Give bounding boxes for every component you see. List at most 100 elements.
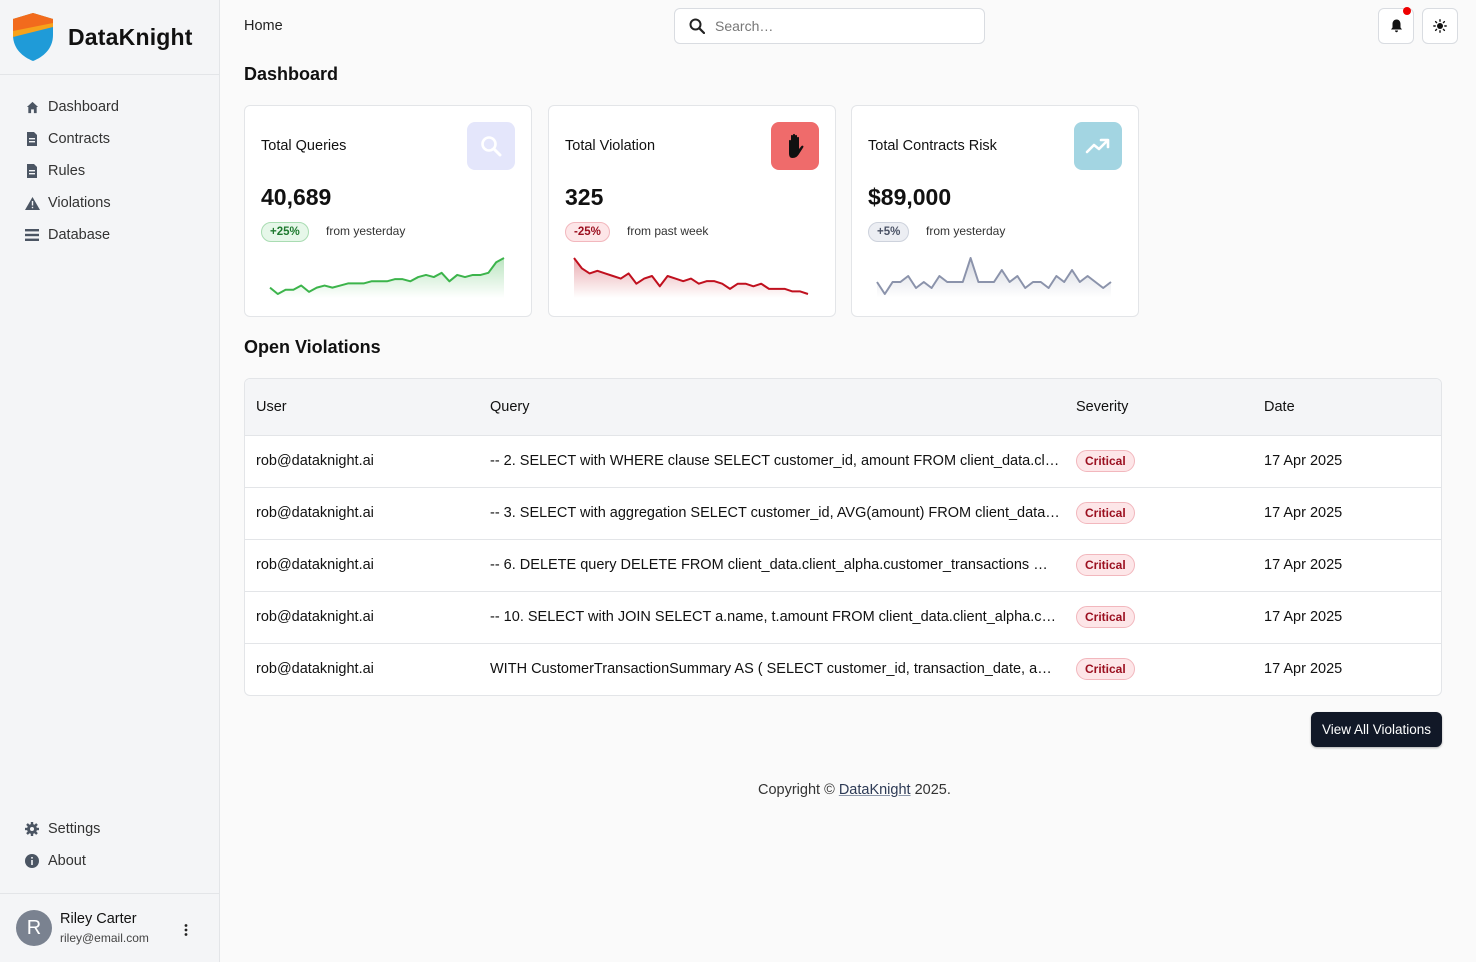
avatar[interactable]: R <box>16 910 52 946</box>
trending-up-icon <box>1074 122 1122 170</box>
sidebar-item-label: Contracts <box>48 131 111 147</box>
cell-query: WITH CustomerTransactionSummary AS ( SEL… <box>490 661 1060 677</box>
table-row[interactable]: rob@dataknight.ai -- 6. DELETE query DEL… <box>245 540 1441 592</box>
trend-badge: +25% <box>261 222 309 242</box>
sidebar-item-database[interactable]: Database <box>0 219 219 251</box>
dataknight-shield-logo <box>13 13 53 61</box>
brand[interactable]: DataKnight <box>0 0 219 75</box>
severity-badge: Critical <box>1076 502 1135 524</box>
trend-note: from yesterday <box>326 224 406 238</box>
section-title-open-violations: Open Violations <box>244 337 381 357</box>
column-header-query[interactable]: Query <box>490 399 530 415</box>
sparkline-line <box>876 257 1112 295</box>
sparkline-area <box>574 258 808 298</box>
cell-date: 17 Apr 2025 <box>1264 453 1343 469</box>
info-icon <box>24 853 40 869</box>
sidebar-item-about[interactable]: About <box>0 845 219 877</box>
cell-user: rob@dataknight.ai <box>256 505 374 521</box>
cell-date: 17 Apr 2025 <box>1264 609 1343 625</box>
brand-name: DataKnight <box>68 23 193 50</box>
search-input[interactable] <box>715 18 965 34</box>
footer-suffix: 2025. <box>910 782 951 798</box>
notifications-button[interactable] <box>1378 7 1414 44</box>
more-options-icon[interactable] <box>179 922 193 938</box>
bell-icon <box>1390 19 1402 33</box>
table-header: User Query Severity Date <box>245 379 1441 436</box>
sidebar-item-rules[interactable]: Rules <box>0 155 219 187</box>
cell-date: 17 Apr 2025 <box>1264 557 1343 573</box>
card-value: $89,000 <box>868 184 952 210</box>
sparkline-line <box>269 257 505 295</box>
trend-note: from past week <box>627 224 709 238</box>
sidebar-item-label: Rules <box>48 163 86 179</box>
search-icon <box>467 122 515 170</box>
breadcrumb[interactable]: Home <box>244 18 283 34</box>
search-icon <box>689 18 705 34</box>
footer-prefix: Copyright © <box>758 782 839 798</box>
card-title: Total Contracts Risk <box>868 138 997 154</box>
cell-query: -- 2. SELECT with WHERE clause SELECT cu… <box>490 453 1060 469</box>
user-meta: Riley Carter riley@email.com <box>60 911 149 945</box>
severity-badge: Critical <box>1076 658 1135 680</box>
document-icon <box>24 163 40 179</box>
notification-dot <box>1403 7 1411 15</box>
severity-badge: Critical <box>1076 606 1135 628</box>
page-title: Dashboard <box>244 64 339 84</box>
sidebar-item-label: About <box>48 853 86 869</box>
cell-user: rob@dataknight.ai <box>256 609 374 625</box>
home-icon <box>24 99 40 115</box>
stat-card-total-queries: Total Queries 40,689 +25% from yesterday <box>244 105 532 317</box>
sidebar-item-label: Violations <box>48 195 111 211</box>
trend-note: from yesterday <box>926 224 1006 238</box>
theme-toggle-button[interactable] <box>1422 8 1458 44</box>
card-title: Total Violation <box>565 138 656 154</box>
column-header-user[interactable]: User <box>256 399 287 415</box>
sparkline-line <box>573 257 809 295</box>
sidebar-bottom-nav: Settings About <box>0 813 219 877</box>
cell-query: -- 3. SELECT with aggregation SELECT cus… <box>490 505 1060 521</box>
sidebar-item-label: Database <box>48 227 111 243</box>
search-bar <box>674 8 985 44</box>
severity-badge: Critical <box>1076 554 1135 576</box>
footer-copyright: Copyright © DataKnight 2025. <box>758 782 951 798</box>
violations-trend-sparkline <box>573 257 809 298</box>
sparkline-area <box>877 258 1111 298</box>
card-title: Total Queries <box>261 138 347 154</box>
list-icon <box>24 227 40 243</box>
cell-query: -- 10. SELECT with JOIN SELECT a.name, t… <box>490 609 1060 625</box>
sidebar-item-label: Settings <box>48 821 101 837</box>
document-icon <box>24 131 40 147</box>
gear-icon <box>24 821 40 837</box>
column-header-date[interactable]: Date <box>1264 399 1295 415</box>
user-name: Riley Carter <box>60 911 137 927</box>
table-row[interactable]: rob@dataknight.ai -- 3. SELECT with aggr… <box>245 488 1441 540</box>
table-row[interactable]: rob@dataknight.ai -- 2. SELECT with WHER… <box>245 436 1441 488</box>
warning-icon <box>24 195 40 211</box>
sidebar-item-contracts[interactable]: Contracts <box>0 123 219 155</box>
table-row[interactable]: rob@dataknight.ai WITH CustomerTransacti… <box>245 644 1441 695</box>
card-value: 40,689 <box>261 184 332 210</box>
trend-badge: +5% <box>868 222 910 242</box>
violations-table: User Query Severity Date rob@dataknight.… <box>244 378 1442 696</box>
column-header-severity[interactable]: Severity <box>1076 399 1129 415</box>
user-profile: R Riley Carter riley@email.com <box>0 893 219 962</box>
sidebar-item-dashboard[interactable]: Dashboard <box>0 91 219 123</box>
hand-icon <box>771 122 819 170</box>
sidebar-item-settings[interactable]: Settings <box>0 813 219 845</box>
sidebar-item-label: Dashboard <box>48 99 119 115</box>
contracts-risk-trend-sparkline <box>876 257 1112 298</box>
cell-user: rob@dataknight.ai <box>256 453 374 469</box>
cell-user: rob@dataknight.ai <box>256 661 374 677</box>
stat-card-total-contracts-risk: Total Contracts Risk $89,000 +5% from ye… <box>851 105 1139 317</box>
table-row[interactable]: rob@dataknight.ai -- 10. SELECT with JOI… <box>245 592 1441 644</box>
sun-icon <box>1433 19 1447 33</box>
card-value: 325 <box>565 184 604 210</box>
view-all-violations-button[interactable]: View All Violations <box>1311 712 1442 747</box>
cell-date: 17 Apr 2025 <box>1264 661 1343 677</box>
severity-badge: Critical <box>1076 450 1135 472</box>
sparkline-area <box>270 258 504 298</box>
footer-brand-link[interactable]: DataKnight <box>838 782 911 798</box>
sidebar-item-violations[interactable]: Violations <box>0 187 219 219</box>
cell-query: -- 6. DELETE query DELETE FROM client_da… <box>490 557 1060 573</box>
cell-user: rob@dataknight.ai <box>256 557 374 573</box>
